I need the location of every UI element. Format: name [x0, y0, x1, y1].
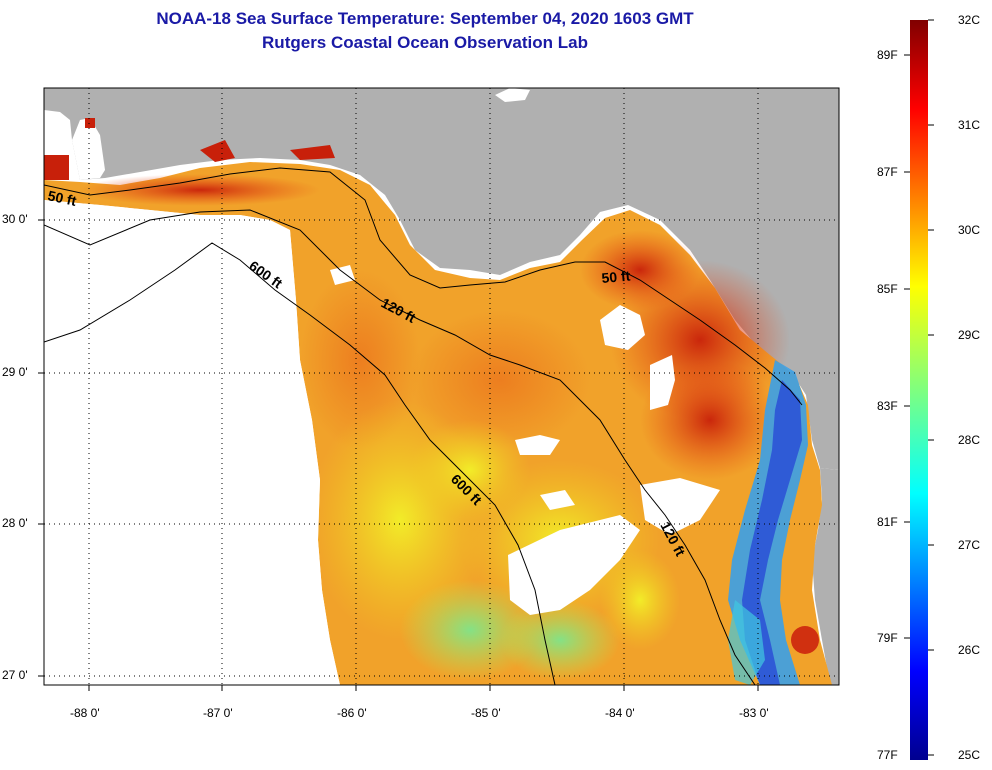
cb-c-31: 31C: [958, 118, 981, 132]
cb-c-26: 26C: [958, 643, 981, 657]
cb-f-83: 83F: [877, 399, 898, 413]
axis-ticks: [38, 219, 759, 691]
lon-label-86: -86 0': [337, 706, 367, 720]
cb-f-87: 87F: [877, 165, 898, 179]
lon-label-87: -87 0': [203, 706, 233, 720]
map-title: NOAA-18 Sea Surface Temperature: Septemb…: [156, 9, 694, 28]
cb-c-25: 25C: [958, 748, 981, 762]
cb-c-27: 27C: [958, 538, 981, 552]
map-subtitle: Rutgers Coastal Ocean Observation Lab: [262, 33, 588, 52]
cb-f-77: 77F: [877, 748, 898, 762]
cloud-gaps: [44, 88, 720, 685]
contour-120ft: [44, 209, 756, 685]
cb-f-89: 89F: [877, 48, 898, 62]
cb-c-30: 30C: [958, 223, 981, 237]
lon-label-83: -83 0': [739, 706, 769, 720]
lon-label-84: -84 0': [605, 706, 635, 720]
lat-label-30: 30 0': [2, 212, 28, 226]
lat-label-27: 27 0': [2, 668, 28, 682]
lat-label-28: 28 0': [2, 516, 28, 530]
lat-label-29: 29 0': [2, 365, 28, 379]
land-mass: [44, 88, 839, 470]
contour-50ft: [44, 167, 803, 406]
cb-f-85: 85F: [877, 282, 898, 296]
cb-f-81: 81F: [877, 515, 898, 529]
land-florida: [812, 468, 839, 685]
colorbar: [910, 20, 928, 760]
cb-c-28: 28C: [958, 433, 981, 447]
cb-c-29: 29C: [958, 328, 981, 342]
lon-label-85: -85 0': [471, 706, 501, 720]
contour-label-50-east: 50 ft: [601, 268, 631, 286]
cb-c-32: 32C: [958, 13, 981, 27]
contour-600ft: [44, 242, 556, 685]
lon-label-88: -88 0': [70, 706, 100, 720]
cb-f-79: 79F: [877, 631, 898, 645]
contour-label-50-west: 50 ft: [46, 187, 78, 209]
